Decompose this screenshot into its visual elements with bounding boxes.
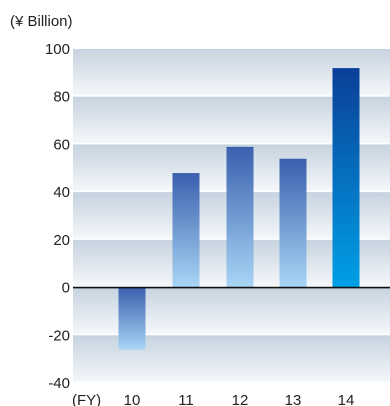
bar-fy13 [279,158,307,288]
bar-fy14 [332,68,360,288]
y-tick-label: 20 [53,232,70,249]
y-tick-label: 80 [53,89,70,106]
y-tick-label: 60 [53,136,70,153]
y-tick-label: -40 [48,375,70,392]
bar-fy10 [118,287,146,350]
x-tick-label: 11 [178,392,194,406]
y-tick-label: -20 [48,327,70,344]
y-tick-label: 40 [53,184,70,201]
x-tick-label: 13 [285,392,302,406]
bar-fy11 [172,173,200,288]
y-axis-unit-label: (¥ Billion) [10,13,73,30]
y-tick-label: 0 [62,280,70,297]
y-axis-tick-labels: 100 80 60 40 20 0 -20 -40 [45,41,70,392]
bars-group [118,68,360,350]
bar-fy12 [226,146,254,288]
x-axis-fy-label: (FY) [72,392,101,406]
x-tick-label: 12 [232,392,249,406]
y-tick-label: 100 [45,41,70,58]
x-tick-label: 10 [124,392,141,406]
x-tick-label: 14 [338,392,355,406]
x-axis-tick-labels: 10 11 12 13 14 [124,392,355,406]
